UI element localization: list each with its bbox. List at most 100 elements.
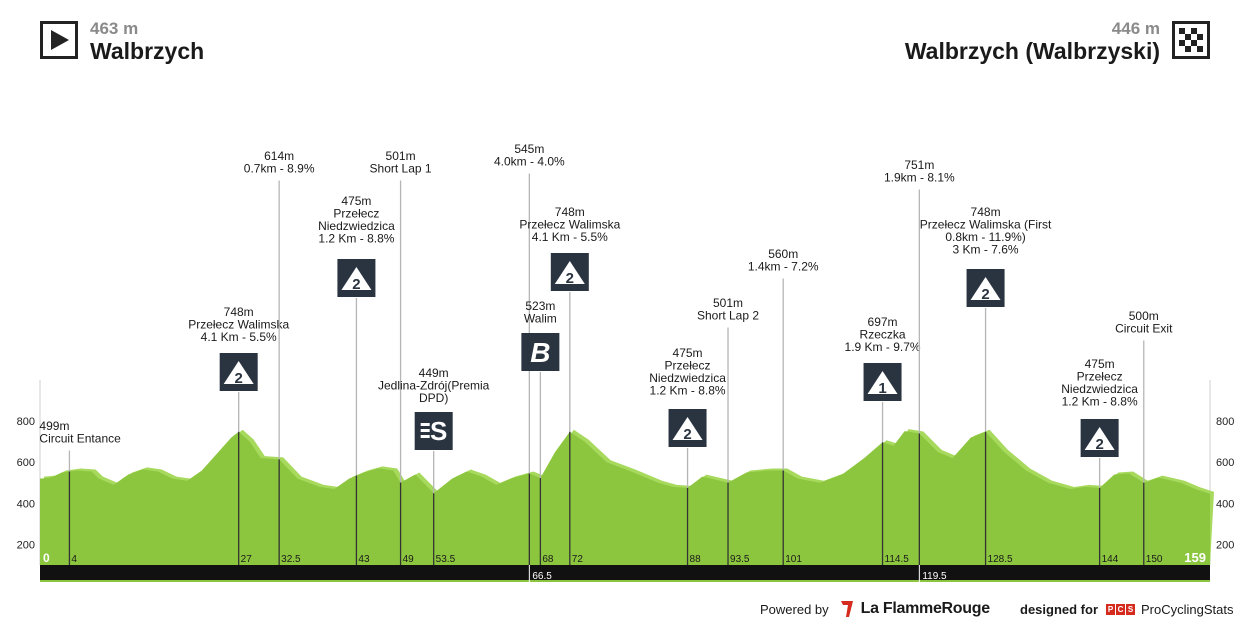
point-label-0-0: 499m bbox=[39, 419, 69, 433]
point-label-4-0: 501m bbox=[386, 149, 416, 163]
point-label-15-1: Przełecz bbox=[1077, 370, 1123, 384]
point-label-14-1: Przełecz Walimska (First bbox=[920, 218, 1052, 232]
point-label-1-0: 748m bbox=[224, 305, 254, 319]
point-label-14-0: 748m bbox=[971, 205, 1001, 219]
point-label-15-3: 1.2 Km - 8.8% bbox=[1062, 395, 1138, 409]
point-label-9-1: Przełecz bbox=[665, 359, 711, 373]
designed-for-label: designed for bbox=[1020, 601, 1099, 617]
point-label-12-2: 1.9 Km - 9.7% bbox=[845, 340, 921, 354]
point-label-6-1: 4.0km - 4.0% bbox=[494, 155, 565, 169]
designed-for: designed for P C S ProCyclingStats bbox=[1020, 598, 1234, 620]
climb-triangle-icon bbox=[970, 277, 1001, 300]
y-tick-left-200: 200 bbox=[17, 539, 35, 551]
point-label-4-1: Short Lap 1 bbox=[370, 162, 432, 176]
y-tick-right-600: 600 bbox=[1216, 457, 1234, 469]
point-label-9-2: Niedzwiedzica bbox=[649, 371, 726, 385]
climb-triangle-icon bbox=[554, 261, 585, 284]
pcs-logo-c: C bbox=[1116, 603, 1126, 615]
point-label-8-1: Przełecz Walimska bbox=[519, 218, 620, 232]
climb-triangle-icon bbox=[223, 361, 254, 384]
pcs-logo-s: S bbox=[1126, 603, 1136, 615]
point-label-9-0: 475m bbox=[673, 346, 703, 360]
point-label-16-1: Circuit Exit bbox=[1115, 322, 1173, 336]
badge-text-12: 1 bbox=[878, 380, 886, 397]
climb-triangle-icon bbox=[1084, 427, 1115, 450]
checkered-flag-icon bbox=[1172, 21, 1210, 59]
y-tick-left-400: 400 bbox=[17, 498, 35, 510]
distance-end-label: 159 bbox=[1184, 550, 1206, 565]
sprint-bar bbox=[420, 423, 430, 426]
km-label-16: 150 bbox=[1146, 554, 1163, 565]
point-label-2-1: 0.7km - 8.9% bbox=[244, 162, 315, 176]
climb-triangle-icon bbox=[867, 371, 898, 394]
km-label-0: 4 bbox=[71, 554, 77, 565]
point-label-15-0: 475m bbox=[1085, 357, 1115, 371]
point-label-8-0: 748m bbox=[555, 205, 585, 219]
point-label-14-2: 0.8km - 11.9%) bbox=[945, 230, 1025, 244]
badge-text-9: 2 bbox=[683, 426, 691, 443]
km-label-1: 27 bbox=[241, 554, 253, 565]
point-label-13-1: 1.9km - 8.1% bbox=[884, 171, 955, 185]
powered-by-label: Powered by bbox=[760, 601, 829, 617]
point-label-16-0: 500m bbox=[1129, 309, 1159, 323]
climb-triangle-icon bbox=[672, 417, 703, 440]
badge-text-14: 2 bbox=[981, 286, 989, 303]
point-label-3-1: Przełecz bbox=[333, 207, 379, 221]
point-label-10-0: 501m bbox=[713, 296, 743, 310]
point-label-5-0: 449m bbox=[419, 366, 449, 380]
km-label-15: 144 bbox=[1102, 554, 1119, 565]
point-label-8-2: 4.1 Km - 5.5% bbox=[532, 230, 608, 244]
point-label-5-1: Jedlina-Zdrój(Premia bbox=[378, 379, 490, 393]
point-label-13-0: 751m bbox=[904, 158, 934, 172]
point-label-1-2: 4.1 Km - 5.5% bbox=[201, 330, 277, 344]
km-label-10: 93.5 bbox=[730, 554, 750, 565]
km-label-4: 49 bbox=[403, 554, 415, 565]
point-label-15-2: Niedzwiedzica bbox=[1061, 382, 1138, 396]
km-label-3: 43 bbox=[358, 554, 370, 565]
badge-text-8: 2 bbox=[566, 270, 574, 287]
point-label-0-1: Circuit Entance bbox=[39, 432, 121, 446]
finish-altitude: 446 m bbox=[1111, 19, 1160, 38]
brand-name: La FlammeRouge bbox=[860, 600, 990, 617]
badge-text-1: 2 bbox=[235, 370, 243, 387]
y-tick-right-800: 800 bbox=[1216, 416, 1234, 428]
point-label-3-0: 475m bbox=[341, 194, 371, 208]
point-label-11-1: 1.4km - 7.2% bbox=[748, 260, 819, 274]
sprint-bar bbox=[420, 435, 430, 438]
start-altitude: 463 m bbox=[90, 19, 139, 38]
point-label-11-0: 560m bbox=[768, 247, 798, 261]
point-label-10-1: Short Lap 2 bbox=[697, 309, 759, 323]
y-tick-right-400: 400 bbox=[1216, 498, 1234, 510]
point-label-3-3: 1.2 Km - 8.8% bbox=[318, 232, 394, 246]
y-tick-left-600: 600 bbox=[17, 457, 35, 469]
finish-location: Walbrzych (Walbrzyski) bbox=[904, 38, 1160, 64]
sprint-bar bbox=[420, 429, 430, 432]
terrain-profile bbox=[40, 431, 1210, 565]
climb-triangle-icon bbox=[341, 267, 372, 290]
badge-text-5: S bbox=[430, 416, 447, 446]
point-label-12-1: Rzeczka bbox=[860, 328, 906, 342]
distance-start-label: 0 bbox=[43, 551, 50, 565]
point-label-6-0: 545m bbox=[514, 142, 544, 156]
point-label-7-1: Walim bbox=[524, 312, 557, 326]
point-label-1-1: Przełecz Walimska bbox=[188, 318, 289, 332]
km-label-14: 128.5 bbox=[988, 554, 1013, 565]
km-label-5: 53.5 bbox=[436, 554, 456, 565]
powered-by: Powered by La FlammeRouge bbox=[760, 598, 990, 620]
point-label-7-0: 523m bbox=[525, 299, 555, 313]
badge-text-7: B bbox=[530, 337, 550, 368]
km-label-7: 68 bbox=[542, 554, 554, 565]
play-icon bbox=[40, 21, 78, 59]
point-label-3-2: Niedzwiedzica bbox=[318, 219, 395, 233]
y-tick-right-200: 200 bbox=[1216, 539, 1234, 551]
distance-bar-edge bbox=[40, 580, 1210, 582]
lap-marker-label-0: 66.5 bbox=[532, 571, 552, 582]
pcs-logo-p: P bbox=[1106, 603, 1116, 615]
lap-marker-label-1: 119.5 bbox=[922, 571, 947, 582]
start-location: Walbrzych bbox=[90, 38, 205, 64]
point-label-12-0: 697m bbox=[868, 315, 898, 329]
km-label-9: 88 bbox=[690, 554, 702, 565]
distance-bar bbox=[40, 565, 1210, 582]
point-label-2-0: 614m bbox=[264, 149, 294, 163]
point-label-14-3: 3 Km - 7.6% bbox=[953, 243, 1019, 257]
